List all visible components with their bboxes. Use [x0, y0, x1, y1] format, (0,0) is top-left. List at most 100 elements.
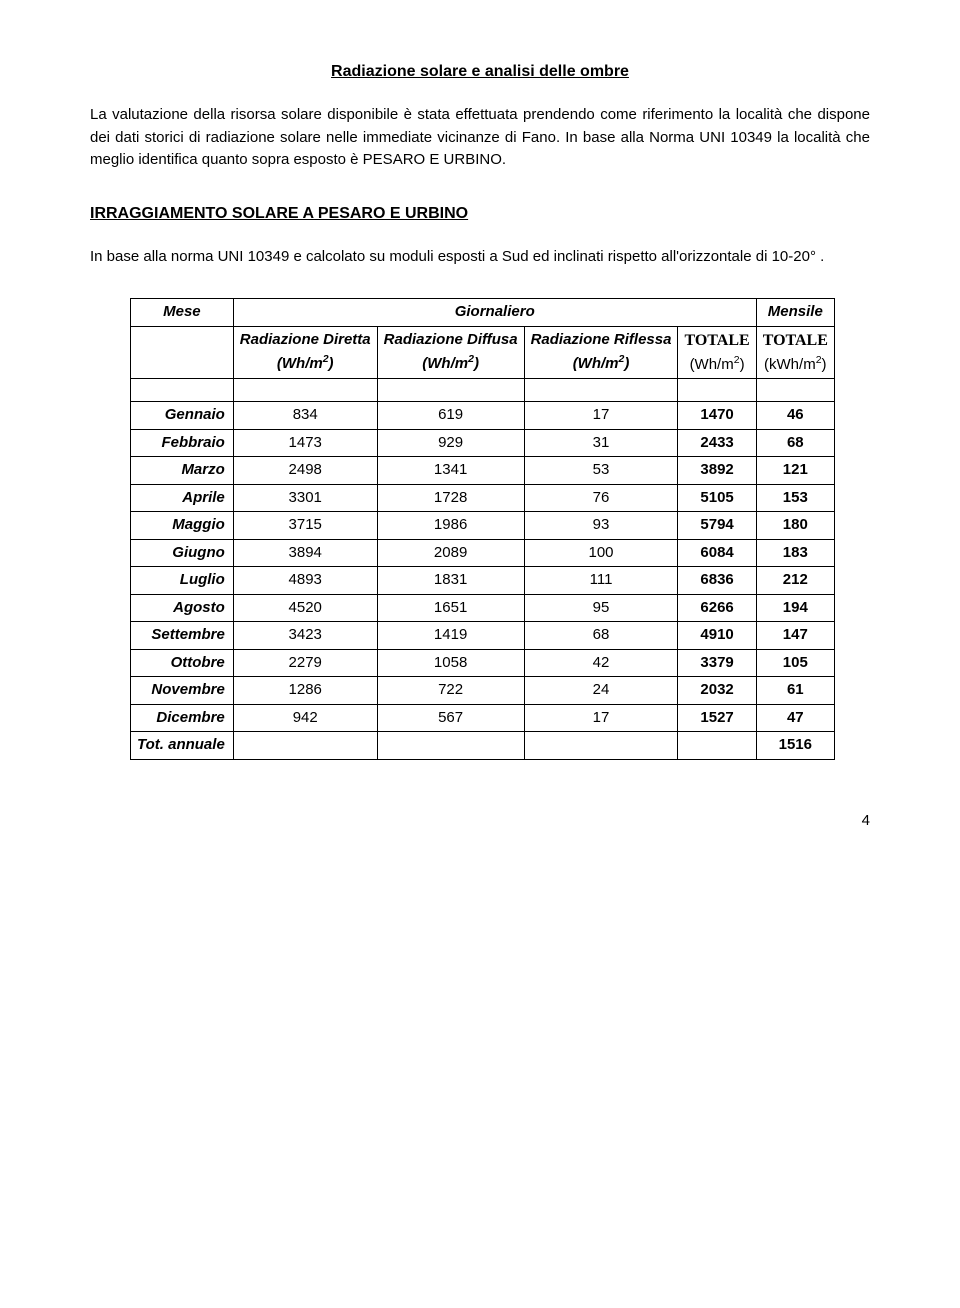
- label-diretta: Radiazione Diretta: [240, 331, 371, 348]
- totale-monthly-cell: 68: [756, 429, 834, 457]
- riflessa-cell: 68: [524, 622, 678, 650]
- totale-daily-cell: 1470: [678, 402, 756, 430]
- riflessa-cell: 76: [524, 484, 678, 512]
- diretta-cell: 4893: [233, 567, 377, 595]
- table-total-row: Tot. annuale 1516: [131, 732, 835, 760]
- month-cell: Agosto: [131, 594, 234, 622]
- month-cell: Gennaio: [131, 402, 234, 430]
- totale-daily-cell: 4910: [678, 622, 756, 650]
- table-row: Maggio37151986935794180: [131, 512, 835, 540]
- label-totale-daily: TOTALE: [684, 332, 749, 349]
- totale-monthly-cell: 61: [756, 677, 834, 705]
- totale-daily-cell: 6266: [678, 594, 756, 622]
- col-totale-daily: TOTALE (Wh/m2): [678, 326, 756, 379]
- month-cell: Aprile: [131, 484, 234, 512]
- riflessa-cell: 17: [524, 704, 678, 732]
- diffusa-cell: 1728: [377, 484, 524, 512]
- unit-diretta: (Wh/m2): [277, 355, 334, 372]
- unit-totale-daily: (Wh/m2): [690, 356, 745, 373]
- totale-monthly-cell: 212: [756, 567, 834, 595]
- totale-monthly-cell: 194: [756, 594, 834, 622]
- diffusa-cell: 722: [377, 677, 524, 705]
- total-value: 1516: [756, 732, 834, 760]
- totale-daily-cell: 2433: [678, 429, 756, 457]
- totale-daily-cell: 3379: [678, 649, 756, 677]
- month-cell: Giugno: [131, 539, 234, 567]
- spacer-row: [131, 379, 835, 402]
- totale-monthly-cell: 153: [756, 484, 834, 512]
- table-row: Settembre34231419684910147: [131, 622, 835, 650]
- unit-riflessa: (Wh/m2): [573, 355, 630, 372]
- totale-monthly-cell: 180: [756, 512, 834, 540]
- diretta-cell: 2498: [233, 457, 377, 485]
- label-totale-monthly: TOTALE: [763, 332, 828, 349]
- riflessa-cell: 53: [524, 457, 678, 485]
- table-row: Giugno389420891006084183: [131, 539, 835, 567]
- col-diffusa: Radiazione Diffusa (Wh/m2): [377, 326, 524, 379]
- diffusa-cell: 1341: [377, 457, 524, 485]
- diretta-cell: 3301: [233, 484, 377, 512]
- paragraph-1: La valutazione della risorsa solare disp…: [90, 104, 870, 172]
- diretta-cell: 2279: [233, 649, 377, 677]
- table-header-row-2: Radiazione Diretta (Wh/m2) Radiazione Di…: [131, 326, 835, 379]
- col-mensile: Mensile: [756, 299, 834, 327]
- table-row: Luglio489318311116836212: [131, 567, 835, 595]
- month-cell: Luglio: [131, 567, 234, 595]
- diretta-cell: 942: [233, 704, 377, 732]
- paragraph-2: In base alla norma UNI 10349 e calcolato…: [90, 246, 870, 269]
- totale-monthly-cell: 47: [756, 704, 834, 732]
- diretta-cell: 4520: [233, 594, 377, 622]
- totale-daily-cell: 5794: [678, 512, 756, 540]
- riflessa-cell: 17: [524, 402, 678, 430]
- label-riflessa: Radiazione Riflessa: [531, 331, 672, 348]
- diffusa-cell: 619: [377, 402, 524, 430]
- diretta-cell: 3894: [233, 539, 377, 567]
- diffusa-cell: 567: [377, 704, 524, 732]
- totale-daily-cell: 6836: [678, 567, 756, 595]
- col-riflessa: Radiazione Riflessa (Wh/m2): [524, 326, 678, 379]
- totale-monthly-cell: 46: [756, 402, 834, 430]
- month-cell: Maggio: [131, 512, 234, 540]
- table-row: Marzo24981341533892121: [131, 457, 835, 485]
- total-label: Tot. annuale: [131, 732, 234, 760]
- diretta-cell: 3423: [233, 622, 377, 650]
- label-diffusa: Radiazione Diffusa: [384, 331, 518, 348]
- diffusa-cell: 2089: [377, 539, 524, 567]
- month-cell: Marzo: [131, 457, 234, 485]
- table-row: Novembre128672224203261: [131, 677, 835, 705]
- diffusa-cell: 1419: [377, 622, 524, 650]
- totale-monthly-cell: 105: [756, 649, 834, 677]
- totale-daily-cell: 3892: [678, 457, 756, 485]
- riflessa-cell: 111: [524, 567, 678, 595]
- table-row: Gennaio83461917147046: [131, 402, 835, 430]
- diretta-cell: 1286: [233, 677, 377, 705]
- section-heading: IRRAGGIAMENTO SOLARE A PESARO E URBINO: [90, 202, 870, 226]
- table-header-row-1: Mese Giornaliero Mensile: [131, 299, 835, 327]
- table-row: Agosto45201651956266194: [131, 594, 835, 622]
- diffusa-cell: 929: [377, 429, 524, 457]
- diretta-cell: 834: [233, 402, 377, 430]
- totale-daily-cell: 6084: [678, 539, 756, 567]
- month-cell: Febbraio: [131, 429, 234, 457]
- unit-totale-monthly: (kWh/m2): [764, 356, 827, 373]
- table-row: Aprile33011728765105153: [131, 484, 835, 512]
- month-cell: Settembre: [131, 622, 234, 650]
- riflessa-cell: 100: [524, 539, 678, 567]
- riflessa-cell: 24: [524, 677, 678, 705]
- table-row: Febbraio147392931243368: [131, 429, 835, 457]
- totale-monthly-cell: 121: [756, 457, 834, 485]
- page-title: Radiazione solare e analisi delle ombre: [90, 60, 870, 84]
- riflessa-cell: 93: [524, 512, 678, 540]
- totale-monthly-cell: 147: [756, 622, 834, 650]
- blank-cell: [131, 326, 234, 379]
- month-cell: Ottobre: [131, 649, 234, 677]
- diffusa-cell: 1651: [377, 594, 524, 622]
- page-number: 4: [90, 810, 870, 833]
- col-giornaliero: Giornaliero: [233, 299, 756, 327]
- irradiance-table: Mese Giornaliero Mensile Radiazione Dire…: [130, 298, 835, 760]
- month-cell: Dicembre: [131, 704, 234, 732]
- totale-daily-cell: 5105: [678, 484, 756, 512]
- totale-daily-cell: 1527: [678, 704, 756, 732]
- diretta-cell: 3715: [233, 512, 377, 540]
- col-totale-monthly: TOTALE (kWh/m2): [756, 326, 834, 379]
